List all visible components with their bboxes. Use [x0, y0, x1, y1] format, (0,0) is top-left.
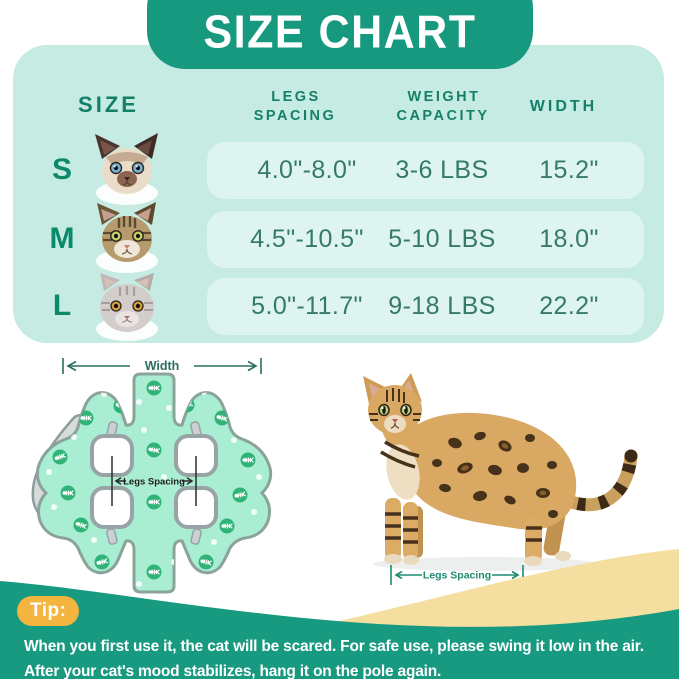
- bottom-band: [0, 549, 679, 679]
- page-title: SIZE CHART: [203, 6, 477, 59]
- cell-width: 22.2": [539, 292, 599, 320]
- tabby-cat-photo: [96, 202, 158, 273]
- width-dimension-arrow: Width: [62, 358, 262, 374]
- harness-legs-spacing-label: Legs Spacing: [123, 477, 185, 488]
- column-header-width: WIDTH: [529, 98, 598, 115]
- leg-holes: [90, 434, 218, 529]
- tip-badge-label: Tip:: [30, 600, 67, 621]
- bengal-cat-head: [363, 373, 422, 435]
- cell-width: 18.0": [539, 225, 599, 253]
- column-header-size: SIZE: [78, 92, 139, 117]
- tip-badge: Tip:: [17, 596, 80, 626]
- grey-cat-photo: [96, 273, 158, 341]
- cell-weight-capacity: 5-10 LBS: [388, 225, 496, 253]
- size-label-s: S: [51, 153, 72, 186]
- harness-legs-spacing-arrow: Legs Spacing: [111, 456, 197, 506]
- table-row: 4.5"-10.5" 5-10 LBS 18.0": [207, 211, 644, 268]
- table-row: 5.0"-11.7" 9-18 LBS 22.2": [207, 278, 644, 335]
- size-chart-badge: SIZE CHART: [147, 0, 533, 69]
- siamese-cat-photo: [95, 133, 158, 205]
- fish-pattern: [46, 380, 262, 587]
- width-arrow-label: Width: [145, 359, 180, 373]
- table-row: 4.0"-8.0" 3-6 LBS 15.2": [207, 142, 644, 199]
- teal-band: [0, 581, 679, 679]
- cat-legs-spacing-label: Legs Spacing: [423, 570, 491, 582]
- bengal-cat-photo: [363, 373, 638, 571]
- cell-weight-capacity: 9-18 LBS: [388, 292, 496, 320]
- column-header-weight-capacity: WEIGHT CAPACITY: [396, 89, 490, 124]
- cell-legs-spacing: 4.0"-8.0": [257, 156, 357, 184]
- tip-text-line2: After your cat's mood stabilizes, hang i…: [24, 663, 442, 679]
- cell-weight-capacity: 3-6 LBS: [395, 156, 489, 184]
- cell-legs-spacing: 4.5"-10.5": [250, 225, 364, 253]
- harness-diagram: Legs Spacing: [31, 372, 273, 594]
- cell-legs-spacing: 5.0"-11.7": [251, 292, 363, 320]
- size-label-m: M: [49, 222, 75, 255]
- tip-text-line1: When you first use it, the cat will be s…: [24, 638, 644, 655]
- size-label-l: L: [52, 289, 72, 322]
- velcro-tabs: [106, 421, 202, 545]
- column-header-legs-spacing: LEGS SPACING: [253, 89, 337, 124]
- cell-width: 15.2": [539, 156, 599, 184]
- tip-text: When you first use it, the cat will be s…: [24, 634, 679, 679]
